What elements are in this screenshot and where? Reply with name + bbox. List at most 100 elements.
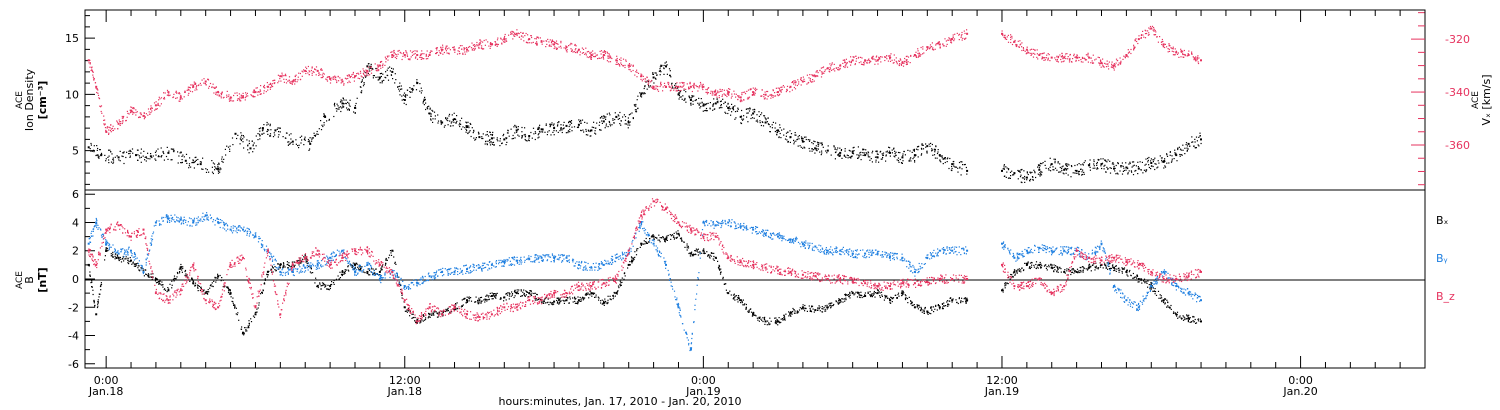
vx-texture-dot (144, 116, 146, 119)
bx-texture-dot (484, 299, 486, 301)
bx-texture-dot (261, 292, 263, 294)
vx-texture-dot (713, 94, 715, 96)
vx-point (851, 59, 854, 62)
bx-texture-dot (96, 306, 99, 309)
vx-texture-dot (803, 78, 805, 80)
vx-texture-dot (322, 72, 324, 74)
bx-texture-dot (181, 271, 183, 273)
ion-density-texture-dot (1150, 158, 1152, 160)
vx-texture-dot (1055, 59, 1057, 61)
ion-density-texture-dot (300, 142, 302, 144)
ion-density-texture-dot (313, 132, 315, 134)
ion-density-texture-dot (684, 99, 686, 101)
bx-texture-dot (495, 293, 497, 295)
ion-density-texture-dot (315, 134, 317, 136)
ion-density-texture-dot (473, 137, 475, 139)
bx-texture-dot (535, 297, 537, 299)
ion-density-texture-dot (663, 68, 665, 70)
bx-texture-dot (495, 295, 497, 297)
vx-texture-dot (97, 89, 99, 91)
bx-texture-dot (329, 287, 331, 290)
vx-texture-dot (629, 65, 631, 67)
ion-density-texture-dot (936, 152, 939, 155)
bx-texture-dot (97, 303, 99, 305)
vx-texture-dot (453, 46, 455, 48)
ion-density-texture-dot (839, 154, 841, 156)
ion-density-texture-dot (746, 108, 748, 110)
ion-density-texture-dot (1143, 169, 1145, 171)
vx-texture-dot (312, 70, 314, 73)
bx-texture-dot (478, 297, 480, 299)
ion-density-texture-dot (1003, 175, 1005, 177)
vx-texture-dot (213, 92, 215, 94)
bx-texture-dot (429, 316, 431, 318)
bx-texture-dot (417, 319, 419, 321)
vx-texture-dot (948, 37, 950, 39)
vx-texture-dot (607, 52, 609, 55)
bx-texture-dot (508, 292, 510, 294)
ion-density-texture-dot (163, 152, 165, 155)
vx-texture-dot (938, 41, 940, 43)
vx-texture-dot (294, 79, 296, 81)
ion-density-texture-dot (916, 146, 919, 148)
vx-texture-dot (446, 48, 448, 50)
vx-texture-dot (1168, 48, 1170, 50)
vx-texture-dot (742, 91, 744, 93)
ion-density-texture-dot (154, 158, 156, 160)
vx-texture-dot (281, 74, 283, 76)
ion-density-texture-dot (893, 148, 895, 150)
vx-texture-dot (470, 47, 473, 49)
ion-density-texture-dot (741, 109, 743, 112)
vx-texture-dot (1062, 56, 1064, 58)
vx-texture-dot (878, 57, 880, 59)
ion-density-texture-dot (1128, 170, 1130, 172)
vx-texture-dot (340, 82, 342, 84)
ion-density-texture-dot (346, 107, 348, 109)
ion-density-point (1025, 176, 1028, 179)
bx-texture-dot (275, 269, 277, 271)
vx-texture-dot (900, 64, 903, 66)
vx-texture-dot (1167, 51, 1169, 53)
ion-density-texture-dot (1200, 142, 1202, 145)
vx-texture-dot (874, 63, 876, 65)
vx-texture-dot (1108, 61, 1110, 63)
bx-texture (88, 230, 1202, 336)
vx-texture-dot (138, 116, 140, 119)
ion-density-texture-dot (955, 166, 957, 168)
vx-texture-dot (1172, 48, 1174, 50)
ion-density-texture-dot (785, 135, 787, 137)
vx-texture-dot (688, 88, 690, 90)
ion-density-texture-dot (1159, 155, 1161, 157)
bx-texture-dot (205, 291, 208, 293)
ion-density-texture-dot (720, 105, 722, 107)
bx-texture-dot (351, 265, 354, 267)
ion-density-texture-dot (1008, 168, 1010, 170)
vx-texture-dot (582, 48, 585, 50)
vx-texture-dot (89, 62, 91, 64)
ion-density-texture-dot (105, 160, 107, 162)
vx-texture-dot (127, 112, 129, 114)
ion-density-texture-dot (553, 126, 555, 128)
vx-texture-dot (440, 49, 442, 51)
bx-texture-dot (180, 266, 182, 268)
vx-texture-dot (844, 66, 846, 69)
x-tick-date-label: Jan.19 (685, 385, 720, 398)
vx-texture-dot (896, 63, 898, 65)
bx-texture-dot (184, 270, 186, 273)
bx-texture-dot (408, 308, 410, 310)
vx-texture-dot (199, 82, 201, 84)
vx-texture-dot (887, 55, 890, 57)
ion-density-texture-dot (635, 111, 638, 113)
vx-texture-dot (448, 52, 450, 54)
vx-texture-dot (568, 45, 570, 47)
vx-texture-dot (502, 39, 504, 41)
ion-density-texture-dot (1096, 163, 1098, 165)
vx-texture-dot (414, 50, 416, 52)
vx-point (1200, 59, 1202, 62)
vx-texture-dot (866, 62, 869, 64)
vx-texture-dot (426, 50, 428, 52)
ion-density-texture-dot (675, 83, 677, 85)
vx-texture-dot (1142, 30, 1144, 32)
vx-texture-dot (958, 33, 961, 35)
vx-texture-dot (353, 80, 355, 82)
